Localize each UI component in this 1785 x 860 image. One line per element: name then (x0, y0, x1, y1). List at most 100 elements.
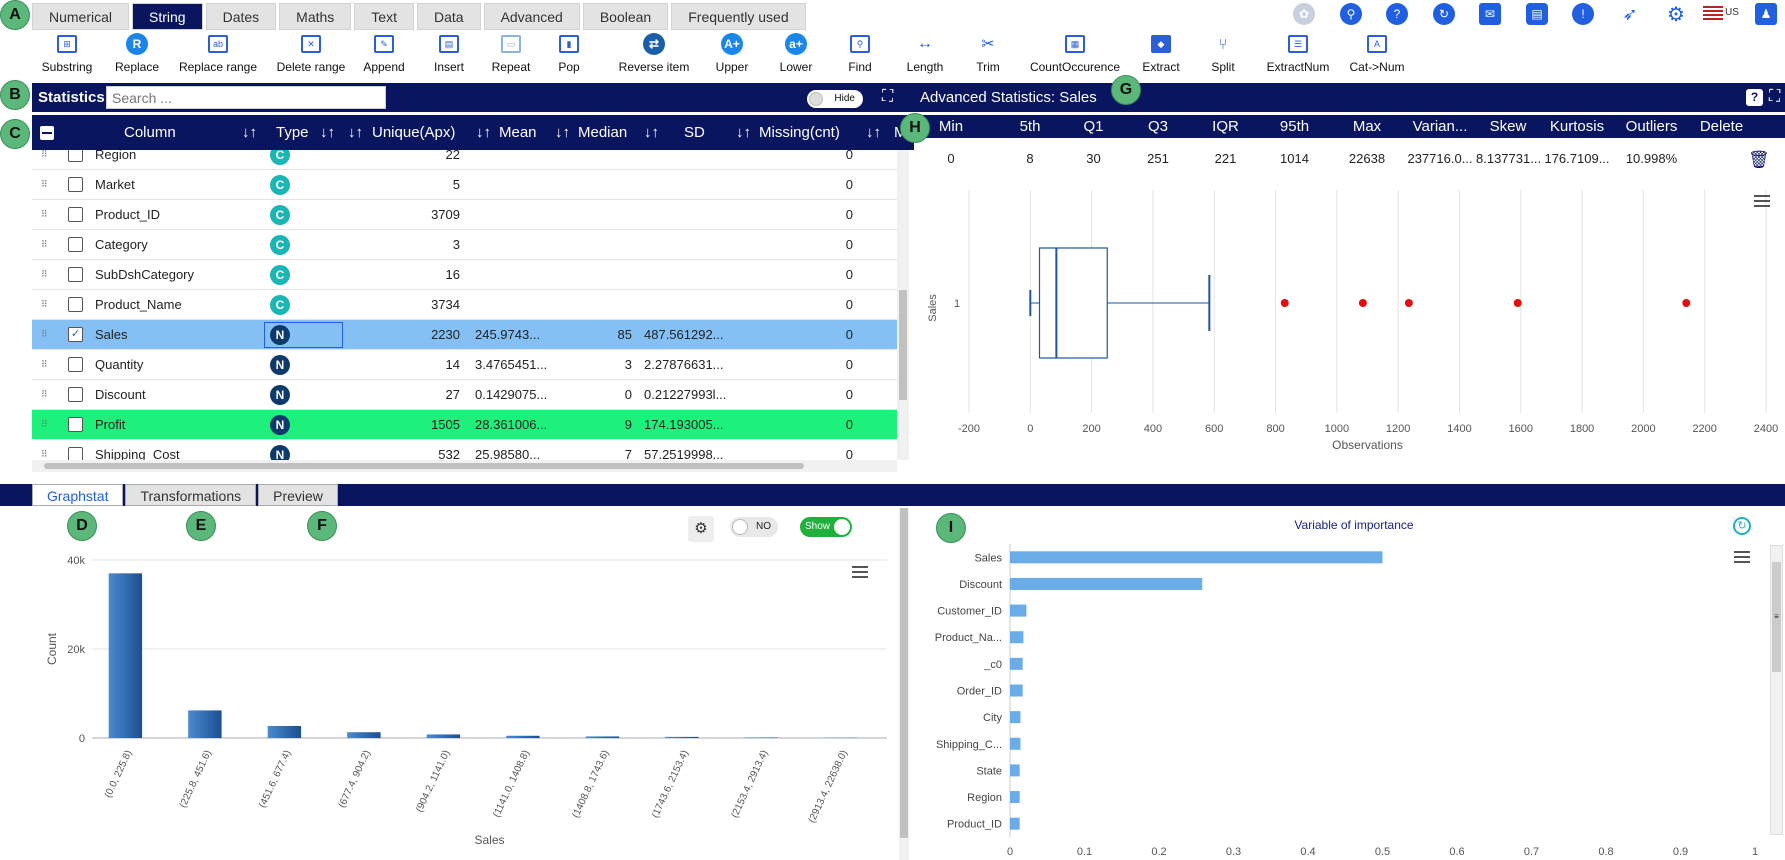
flag-icon[interactable] (1703, 6, 1723, 22)
importance-bar[interactable] (1010, 711, 1021, 724)
table-row[interactable]: ⠿ Region C 22 0 (32, 150, 897, 170)
settings-icon[interactable]: ⚙ (688, 516, 714, 542)
histogram-bar[interactable] (744, 737, 779, 738)
sort-icon[interactable]: ↓↑ (242, 124, 257, 141)
vertical-scrollbar[interactable] (897, 150, 909, 460)
importance-bar[interactable] (1010, 684, 1023, 697)
insert-button[interactable]: ▤ Insert (431, 32, 467, 78)
outlier-point[interactable] (1404, 299, 1413, 307)
row-checkbox[interactable] (68, 417, 83, 432)
tab-data[interactable]: Data (416, 3, 481, 30)
extract-button[interactable]: ◆ Extract (1141, 32, 1181, 78)
fullscreen-icon[interactable]: ⛶ (882, 88, 894, 105)
hide-toggle[interactable]: Hide (807, 90, 863, 108)
outlier-point[interactable] (1682, 299, 1691, 307)
importance-bar[interactable] (1010, 604, 1027, 617)
importance-bar[interactable] (1010, 764, 1020, 777)
sort-icon[interactable]: ↓↑ (320, 124, 335, 141)
table-row[interactable]: ⠿ SubDshCategory C 16 0 (32, 260, 897, 290)
sort-icon[interactable]: ↓↑ (736, 124, 751, 141)
histogram-bar[interactable] (585, 736, 620, 738)
upper-button[interactable]: A+ Upper (714, 32, 750, 78)
histogram-bar[interactable] (188, 710, 222, 738)
extractnum-button[interactable]: ☰ ExtractNum (1266, 32, 1330, 78)
table-row[interactable]: ⠿ Product_ID C 3709 0 (32, 200, 897, 230)
chart-menu-icon[interactable] (1734, 551, 1750, 563)
tab-dates[interactable]: Dates (205, 3, 277, 30)
histogram-bar[interactable] (426, 734, 461, 738)
sort-icon[interactable]: ↓↑ (348, 124, 363, 141)
drag-handle-icon[interactable]: ⠿ (41, 179, 49, 189)
histogram-bar[interactable] (347, 732, 381, 738)
show-toggle[interactable]: Show (800, 517, 852, 537)
drag-handle-icon[interactable]: ⠿ (41, 419, 49, 429)
histogram-bar[interactable] (665, 736, 699, 738)
delete-icon[interactable]: 🗑 (1748, 150, 1770, 169)
histogram-bar[interactable] (108, 573, 143, 738)
chart-menu-icon[interactable] (852, 566, 868, 578)
sort-icon[interactable]: ↓↑ (644, 124, 659, 141)
find-button[interactable]: ⚲ Find (847, 32, 873, 78)
scroll-thumb[interactable] (44, 463, 804, 469)
brain-icon[interactable]: ✿ (1293, 3, 1315, 25)
drag-handle-icon[interactable]: ⠿ (41, 150, 49, 159)
importance-bar[interactable] (1010, 551, 1383, 564)
row-checkbox[interactable] (68, 297, 83, 312)
drag-handle-icon[interactable]: ⠿ (41, 269, 49, 279)
col-type[interactable]: Type (276, 124, 309, 141)
horizontal-scrollbar[interactable] (32, 460, 897, 472)
countoccurence-button[interactable]: ▦ CountOccurence (1029, 32, 1121, 78)
chat-icon[interactable]: ▤ (1526, 3, 1548, 25)
table-row[interactable]: ⠿ Category C 3 0 (32, 230, 897, 260)
outlier-point[interactable] (1513, 299, 1522, 307)
replace-button[interactable]: R Replace (113, 32, 161, 78)
delete-range-button[interactable]: ✕ Delete range (274, 32, 348, 78)
tab-text[interactable]: Text (354, 3, 414, 30)
cat-to-num-button[interactable]: A Cat->Num (1349, 32, 1405, 78)
mail-icon[interactable]: ✉ (1479, 3, 1501, 25)
row-checkbox[interactable] (68, 237, 83, 252)
col-mean[interactable]: Mean (499, 124, 537, 141)
drag-handle-icon[interactable]: ⠿ (41, 329, 49, 339)
drag-handle-icon[interactable]: ⠿ (41, 299, 49, 309)
table-row[interactable]: ⠿ Profit N 1505 28.361006... 9 174.193005... 0 (32, 410, 897, 440)
importance-bar[interactable] (1010, 577, 1203, 590)
row-checkbox[interactable] (68, 267, 83, 282)
col-missing[interactable]: Missing(cnt) (759, 124, 840, 141)
chart-menu-icon[interactable] (1754, 195, 1770, 207)
tab-numerical[interactable]: Numerical (32, 3, 130, 30)
lower-button[interactable]: a+ Lower (778, 32, 814, 78)
sort-icon[interactable]: ↓↑ (555, 124, 570, 141)
col-median[interactable]: Median (578, 124, 628, 141)
table-row[interactable]: ⠿ Product_Name C 3734 0 (32, 290, 897, 320)
refresh-icon[interactable]: ↻ (1433, 3, 1455, 25)
importance-bar[interactable] (1010, 657, 1023, 670)
row-checkbox[interactable] (68, 387, 83, 402)
drag-handle-icon[interactable]: ⠿ (41, 449, 49, 459)
help-icon[interactable]: ? (1746, 89, 1763, 106)
repeat-button[interactable]: ▭ Repeat (491, 32, 531, 78)
tab-transformations[interactable]: Transformations (125, 484, 257, 506)
user-icon[interactable]: ♟ (1755, 3, 1777, 25)
table-row[interactable]: ⠿ Discount N 27 0.1429075... 0 0.21227993l... 0 (32, 380, 897, 410)
row-checkbox[interactable] (68, 357, 83, 372)
help-icon[interactable]: ? (1386, 3, 1408, 25)
tab-frequently-used[interactable]: Frequently used (671, 3, 806, 30)
tab-preview[interactable]: Preview (258, 484, 338, 506)
tab-maths[interactable]: Maths (279, 3, 352, 30)
split-button[interactable]: ⑂ Split (1210, 32, 1236, 78)
fullscreen-icon[interactable]: ⛶ (1769, 88, 1781, 105)
search-icon[interactable]: ⚲ (1340, 3, 1362, 25)
drag-handle-icon[interactable]: ⠿ (41, 389, 49, 399)
trim-button[interactable]: ✂ Trim (974, 32, 1002, 78)
row-checkbox[interactable] (68, 150, 83, 162)
histogram-bar[interactable] (506, 735, 540, 738)
row-checkbox[interactable]: ✓ (68, 327, 83, 342)
refresh-icon[interactable]: ↻ (1733, 517, 1751, 535)
histogram-bar[interactable] (267, 725, 302, 738)
col-column[interactable]: Column (124, 124, 176, 141)
importance-bar[interactable] (1010, 791, 1020, 804)
replace-range-button[interactable]: ab Replace range (178, 32, 258, 78)
tab-advanced[interactable]: Advanced (483, 3, 580, 30)
alert-icon[interactable]: ! (1572, 3, 1594, 25)
